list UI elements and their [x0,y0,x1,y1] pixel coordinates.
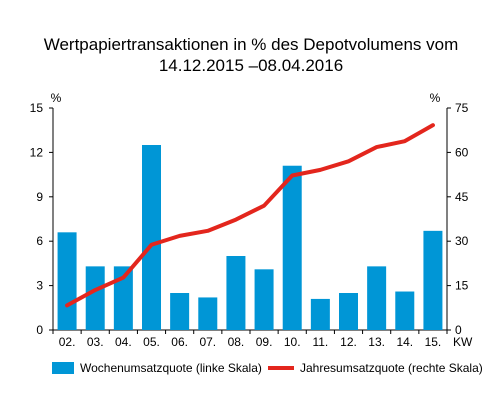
legend-label-bars: Wochenumsatzquote (linke Skala) [80,361,262,375]
legend-swatch-bars [52,362,74,374]
left-tick-label: 12 [30,145,44,159]
bar-weekly [198,297,218,330]
x-tick-label: 10. [284,335,301,349]
bar-weekly [423,230,443,330]
x-axis-label: KW [453,335,473,349]
right-tick-label: 30 [455,234,469,248]
bar-weekly [339,293,358,330]
x-tick-label: 05. [143,335,160,349]
x-tick-label: 12. [340,335,357,349]
right-axis-unit: % [430,91,441,105]
legend-item-line: Jahresumsatzquote (rechte Skala) [268,358,483,378]
bar-weekly [142,145,161,330]
legend-label-line: Jahresumsatzquote (rechte Skala) [300,361,483,375]
right-tick-label: 15 [455,279,469,293]
legend-swatch-line [268,366,294,370]
left-tick-label: 15 [30,101,44,115]
chart-title-line-1: Wertpapiertransaktionen in % des Depotvo… [43,35,459,54]
left-tick-label: 3 [36,279,43,293]
left-tick-label: 0 [36,323,43,337]
bar-weekly [113,266,133,330]
x-tick-label: 06. [171,335,188,349]
bar-weekly [367,266,387,330]
bar-weekly [170,293,190,330]
x-tick-label: 03. [87,335,104,349]
right-tick-label: 0 [455,323,462,337]
bar-weekly [254,269,274,330]
x-tick-label: 09. [256,335,273,349]
bar-weekly [226,256,246,330]
x-tick-label: 04. [115,335,132,349]
bar-weekly [57,232,77,330]
left-axis-unit: % [51,91,62,105]
chart-title-line-2: 14.12.2015 –08.04.2016 [158,56,344,75]
x-tick-label: 11. [312,335,328,349]
right-tick-label: 60 [455,145,469,159]
x-tick-label: 15. [425,335,442,349]
x-tick-label: 13. [368,335,385,349]
x-tick-label: 08. [228,335,245,349]
bar-weekly [395,291,415,330]
right-tick-label: 75 [455,101,469,115]
legend-item-bars: Wochenumsatzquote (linke Skala) [52,358,262,378]
right-tick-label: 45 [455,190,469,204]
x-tick-label: 07. [199,335,216,349]
bar-weekly [85,266,105,330]
left-tick-label: 9 [36,190,43,204]
bar-weekly [310,298,330,330]
bar-weekly [282,165,302,330]
x-tick-label: 02. [59,335,76,349]
x-tick-label: 14. [396,335,413,349]
left-tick-label: 6 [36,234,43,248]
line-annual [65,123,435,308]
